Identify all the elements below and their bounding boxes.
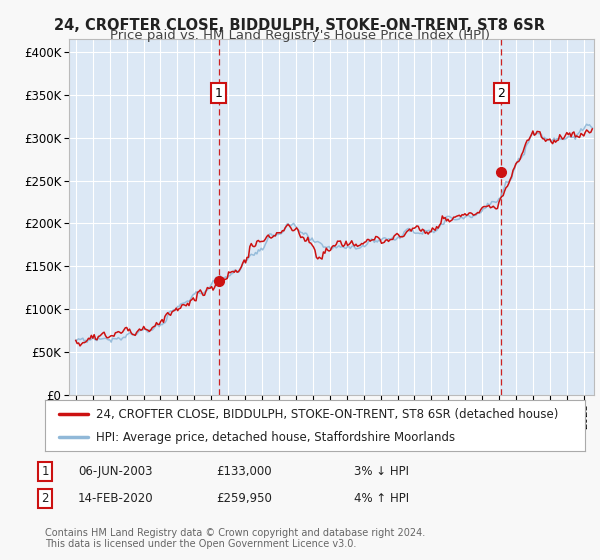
Text: 4% ↑ HPI: 4% ↑ HPI: [354, 492, 409, 505]
Text: Contains HM Land Registry data © Crown copyright and database right 2024.
This d: Contains HM Land Registry data © Crown c…: [45, 528, 425, 549]
Text: 1: 1: [215, 87, 223, 100]
Text: Price paid vs. HM Land Registry's House Price Index (HPI): Price paid vs. HM Land Registry's House …: [110, 29, 490, 42]
Text: HPI: Average price, detached house, Staffordshire Moorlands: HPI: Average price, detached house, Staf…: [96, 431, 455, 444]
Text: 3% ↓ HPI: 3% ↓ HPI: [354, 465, 409, 478]
Text: £133,000: £133,000: [216, 465, 272, 478]
Text: 2: 2: [497, 87, 505, 100]
Text: 1: 1: [41, 465, 49, 478]
Text: 06-JUN-2003: 06-JUN-2003: [78, 465, 152, 478]
Text: 14-FEB-2020: 14-FEB-2020: [78, 492, 154, 505]
Text: £259,950: £259,950: [216, 492, 272, 505]
Text: 24, CROFTER CLOSE, BIDDULPH, STOKE-ON-TRENT, ST8 6SR: 24, CROFTER CLOSE, BIDDULPH, STOKE-ON-TR…: [55, 18, 545, 33]
Text: 24, CROFTER CLOSE, BIDDULPH, STOKE-ON-TRENT, ST8 6SR (detached house): 24, CROFTER CLOSE, BIDDULPH, STOKE-ON-TR…: [96, 408, 559, 421]
Text: 2: 2: [41, 492, 49, 505]
